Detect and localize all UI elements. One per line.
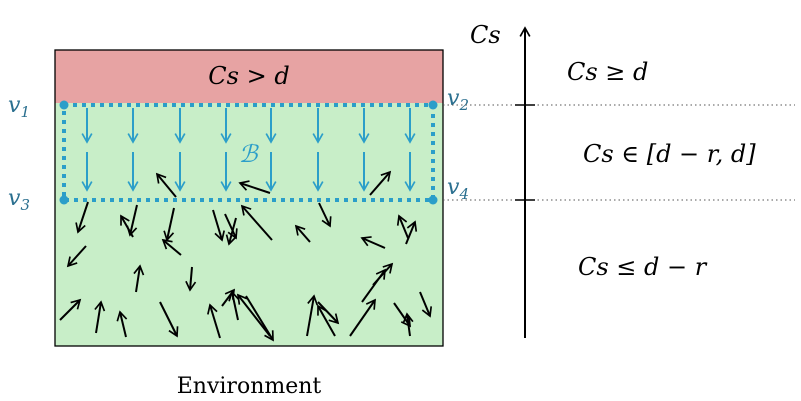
dynamics-arrow	[116, 310, 128, 338]
dynamics-arrow	[228, 290, 240, 321]
dynamics-arrow	[212, 209, 226, 242]
dynamics-arrow	[294, 224, 311, 243]
dynamics-arrow	[396, 214, 409, 239]
axis-label: Cs	[470, 21, 501, 49]
dynamics-arrow	[349, 298, 376, 337]
vertex-v3-dot	[59, 195, 69, 205]
dynamics-arrow	[126, 204, 138, 237]
environment-border	[54, 49, 444, 347]
dynamics-arrow	[419, 291, 433, 318]
dynamics-arrow	[402, 312, 414, 337]
dynamics-arrow	[225, 217, 237, 246]
dynamics-arrow	[369, 170, 392, 196]
dynamics-arrow	[66, 245, 87, 268]
vertex-v1-dot	[59, 100, 69, 110]
vertex-v4-label: v4	[447, 175, 469, 203]
band-label: ℬ	[239, 140, 260, 168]
dynamics-arrow	[224, 213, 238, 240]
dynamics-arrow	[185, 266, 197, 292]
dynamics-arrow	[133, 264, 145, 293]
dynamics-arrow	[318, 202, 332, 228]
dynamics-arrow	[163, 207, 175, 242]
dynamics-arrow	[306, 294, 319, 337]
dynamics-arrow	[317, 304, 336, 337]
region-middle-label: Cs ∈ [d − r, d]	[583, 140, 756, 168]
region-lower-label: Cs ≤ d − r	[578, 253, 708, 281]
band-region	[62, 103, 435, 202]
vertex-v4-dot	[428, 195, 438, 205]
random-arrows	[59, 170, 433, 342]
dynamics-arrow	[405, 220, 418, 245]
dynamics-arrow	[360, 236, 386, 249]
dynamics-arrow	[59, 298, 82, 321]
vertex-v1-label: v1	[8, 93, 30, 121]
dynamics-arrow	[75, 201, 89, 234]
region-upper-label: Cs ≥ d	[567, 58, 648, 86]
dynamics-arrow	[238, 180, 271, 194]
vertex-v2-dot	[428, 100, 438, 110]
unsafe-region-label: Cs > d	[208, 62, 289, 90]
dynamics-arrow	[207, 303, 221, 339]
dynamics-arrow	[240, 204, 273, 241]
dynamics-arrow	[155, 172, 177, 198]
band-arrows	[81, 108, 416, 192]
dynamics-arrow	[120, 214, 134, 238]
vertex-v3-label: v3	[8, 186, 30, 214]
dynamics-arrow	[161, 238, 182, 256]
dynamics-arrow	[159, 301, 179, 338]
dynamics-arrow	[245, 295, 274, 342]
dynamics-arrow	[372, 262, 394, 286]
environment-caption: Environment	[177, 374, 322, 399]
vertex-v2-label: v2	[447, 86, 469, 114]
dynamics-arrow	[236, 293, 271, 337]
unsafe-region	[55, 50, 443, 103]
dynamics-arrow	[94, 300, 106, 334]
